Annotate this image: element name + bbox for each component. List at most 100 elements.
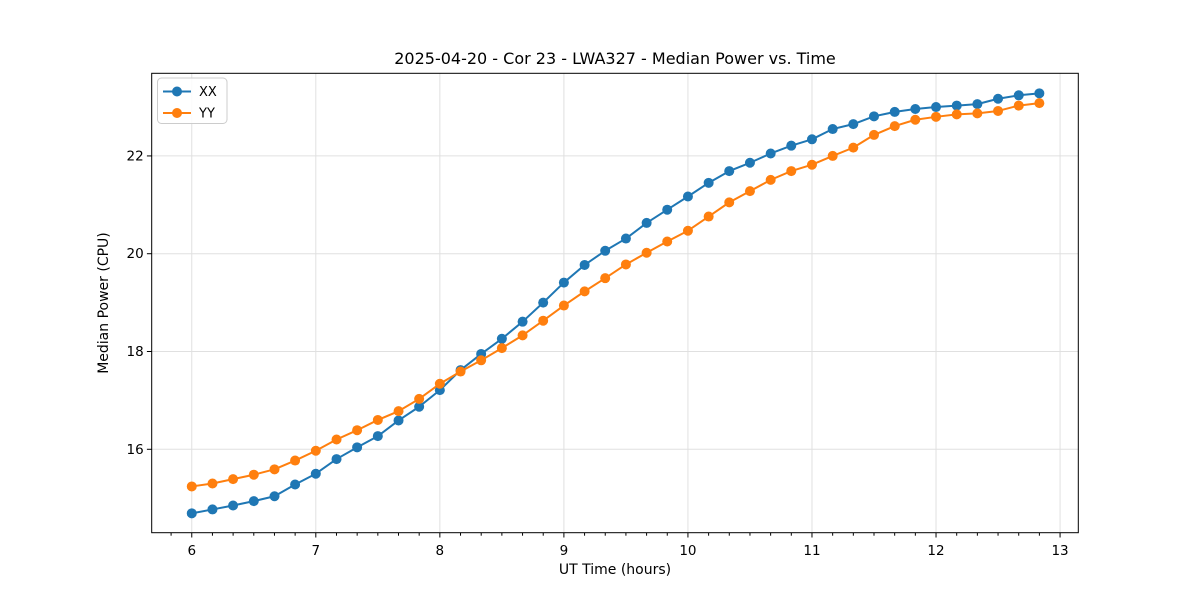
- data-point-marker: [765, 148, 776, 159]
- data-point-marker: [951, 100, 962, 111]
- y-tick-label: 18: [127, 344, 144, 360]
- data-point-marker: [620, 259, 631, 270]
- data-point-marker: [248, 469, 259, 480]
- data-point-marker: [1013, 90, 1024, 101]
- data-point-marker: [972, 99, 983, 110]
- x-tick-label: 6: [187, 543, 196, 559]
- data-point-marker: [372, 431, 383, 442]
- data-point-marker: [786, 140, 797, 151]
- data-point-marker: [372, 414, 383, 425]
- y-axis-label: Median Power (CPU): [96, 232, 112, 374]
- x-tick-label: 8: [436, 543, 445, 559]
- legend-label-yy: YY: [198, 107, 215, 122]
- data-point-marker: [228, 500, 239, 511]
- data-point-marker: [579, 286, 590, 297]
- data-point-marker: [1034, 88, 1045, 99]
- data-point-marker: [972, 108, 983, 119]
- data-point-marker: [414, 393, 425, 404]
- y-tick-label: 22: [127, 148, 144, 164]
- data-point-marker: [228, 474, 239, 485]
- data-point-marker: [806, 159, 817, 170]
- chart-title: 2025-04-20 - Cor 23 - LWA327 - Median Po…: [394, 49, 836, 68]
- data-point-marker: [269, 491, 280, 502]
- data-point-marker: [186, 508, 197, 519]
- legend-marker-icon: [172, 108, 182, 118]
- data-point-marker: [600, 273, 611, 284]
- data-point-marker: [269, 464, 280, 475]
- data-point-marker: [889, 106, 900, 117]
- data-point-marker: [1013, 100, 1024, 111]
- data-point-marker: [558, 277, 569, 288]
- data-point-marker: [496, 333, 507, 344]
- data-point-marker: [620, 233, 631, 244]
- x-axis-label: UT Time (hours): [559, 562, 671, 578]
- data-point-marker: [496, 343, 507, 354]
- data-point-marker: [641, 217, 652, 228]
- data-point-marker: [869, 111, 880, 122]
- x-tick-label: 12: [927, 543, 944, 559]
- data-point-marker: [889, 121, 900, 132]
- data-point-marker: [310, 445, 321, 456]
- legend-label-xx: XX: [199, 85, 217, 100]
- data-point-marker: [848, 119, 859, 130]
- data-point-marker: [290, 455, 301, 466]
- data-point-marker: [662, 204, 673, 215]
- data-point-marker: [579, 259, 590, 270]
- data-point-marker: [455, 366, 466, 377]
- data-point-marker: [434, 378, 445, 389]
- x-tick-label: 10: [679, 543, 696, 559]
- data-point-marker: [786, 166, 797, 177]
- data-point-marker: [248, 496, 259, 507]
- data-point-marker: [331, 434, 342, 445]
- data-point-marker: [538, 297, 549, 308]
- data-point-marker: [538, 315, 549, 326]
- data-point-marker: [517, 316, 528, 327]
- data-point-marker: [806, 134, 817, 145]
- data-point-marker: [393, 415, 404, 426]
- tick-layer: 6 7 8 9 10 11 12 13 16 18 20 22: [127, 148, 1069, 559]
- data-point-marker: [331, 454, 342, 465]
- data-point-marker: [910, 103, 921, 114]
- data-point-marker: [724, 197, 735, 208]
- data-point-marker: [827, 124, 838, 135]
- y-tick-label: 16: [127, 442, 144, 458]
- data-point-marker: [993, 93, 1004, 104]
- legend: XX YY: [157, 77, 228, 124]
- data-point-marker: [186, 481, 197, 492]
- x-tick-label: 9: [560, 543, 569, 559]
- data-point-marker: [662, 236, 673, 247]
- data-point-marker: [703, 211, 714, 222]
- data-point-marker: [641, 247, 652, 258]
- data-point-marker: [993, 105, 1004, 116]
- data-point-marker: [352, 425, 363, 436]
- plot-area: [151, 72, 1079, 534]
- data-point-marker: [414, 401, 425, 412]
- data-point-marker: [744, 157, 755, 168]
- data-point-marker: [558, 300, 569, 311]
- data-point-marker: [931, 111, 942, 122]
- legend-item-xx: XX: [163, 85, 217, 100]
- data-point-marker: [290, 479, 301, 490]
- data-point-marker: [517, 330, 528, 341]
- data-point-marker: [765, 174, 776, 185]
- data-point-marker: [207, 504, 218, 515]
- data-point-marker: [682, 225, 693, 236]
- series-line-yy: [190, 102, 1041, 488]
- data-point-marker: [931, 102, 942, 113]
- data-point-marker: [600, 245, 611, 256]
- x-tick-label: 7: [312, 543, 321, 559]
- data-point-marker: [703, 177, 714, 188]
- data-point-marker: [869, 129, 880, 140]
- legend-marker-icon: [172, 86, 182, 97]
- data-point-marker: [207, 478, 218, 489]
- data-point-marker: [827, 150, 838, 161]
- data-point-marker: [951, 109, 962, 120]
- data-point-marker: [1034, 98, 1045, 109]
- series-layer: [186, 88, 1045, 519]
- data-point-marker: [476, 355, 487, 366]
- data-point-marker: [352, 442, 363, 453]
- y-tick-label: 20: [127, 246, 144, 262]
- data-point-marker: [724, 166, 735, 177]
